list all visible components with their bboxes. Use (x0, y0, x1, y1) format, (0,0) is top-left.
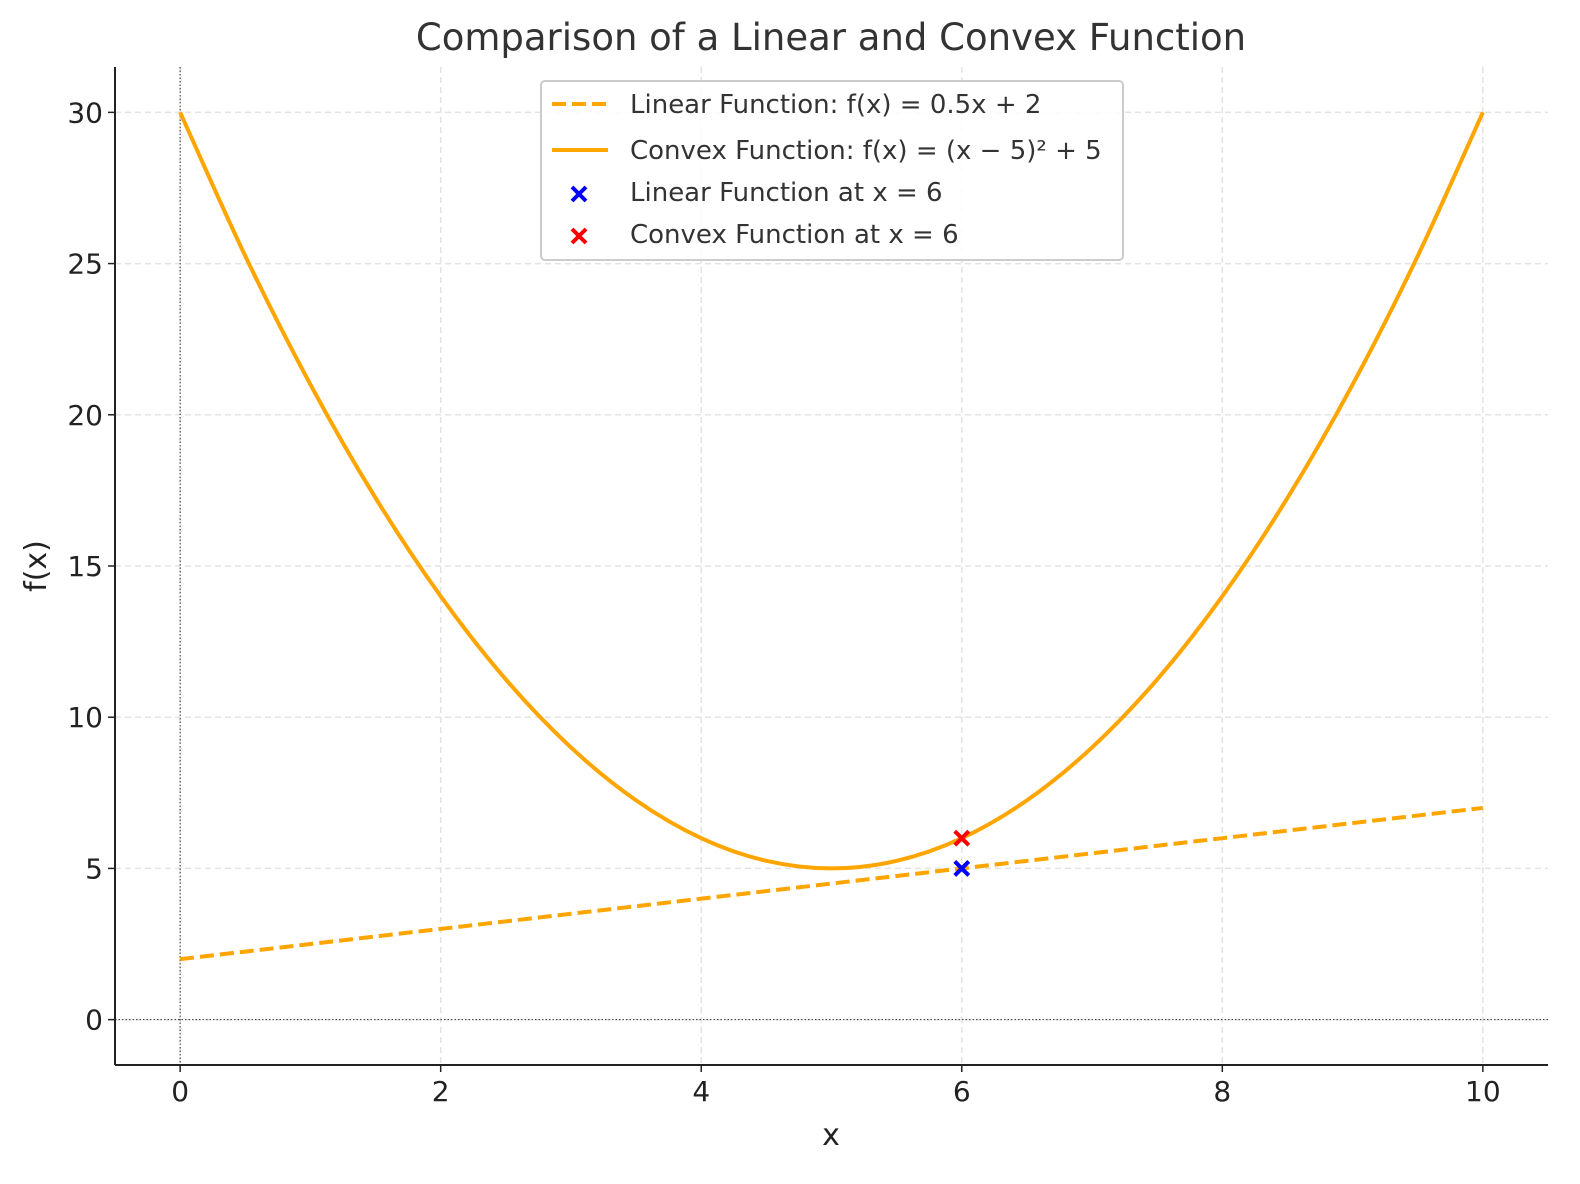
x-tick-label: 6 (953, 1075, 971, 1108)
legend-convex-point-label: Convex Function at x = 6 (630, 220, 959, 250)
y-tick-label: 25 (67, 248, 103, 281)
legend-frame (540, 80, 1124, 261)
y-tick-label: 0 (85, 1004, 103, 1037)
y-tick-label: 10 (67, 701, 103, 734)
legend-linear-point-marker (570, 185, 588, 203)
y-tick-label: 20 (67, 399, 103, 432)
x-tick-label: 10 (1465, 1075, 1501, 1108)
convex-function-curve (178, 111, 1485, 871)
legend-linear-point-label: Linear Function at x = 6 (630, 178, 943, 208)
legend-convex-point-marker (570, 227, 588, 245)
linear-function-line (179, 805, 1484, 962)
marker-stroke (953, 829, 971, 847)
y-tick-label: 15 (67, 550, 103, 583)
linear-point-marker (953, 860, 971, 877)
legend: Linear Function: f(x) = 0.5x + 2 Convex … (540, 80, 1124, 261)
y-tick-label: 30 (67, 96, 103, 129)
legend-convex-label: Convex Function: f(x) = (x − 5)² + 5 (630, 136, 1102, 166)
x-tick-label: 0 (171, 1075, 189, 1108)
x-tick-label: 2 (432, 1075, 450, 1108)
marker-stroke (953, 860, 971, 877)
x-axis-label: x (822, 1118, 840, 1153)
axes: 0 2 4 6 8 10 0 5 10 15 20 25 30 (67, 67, 1548, 1108)
reference-lines (115, 67, 1548, 1065)
points-group (953, 829, 971, 877)
chart-title: Comparison of a Linear and Convex Functi… (416, 16, 1246, 59)
y-axis-label: f(x) (19, 540, 54, 592)
x-tick-label: 8 (1213, 1075, 1231, 1108)
x-tick-label: 4 (692, 1075, 710, 1108)
legend-linear-label: Linear Function: f(x) = 0.5x + 2 (630, 90, 1041, 120)
series-group (178, 111, 1485, 962)
y-tick-label: 5 (85, 852, 103, 885)
convex-point-marker (953, 829, 971, 847)
